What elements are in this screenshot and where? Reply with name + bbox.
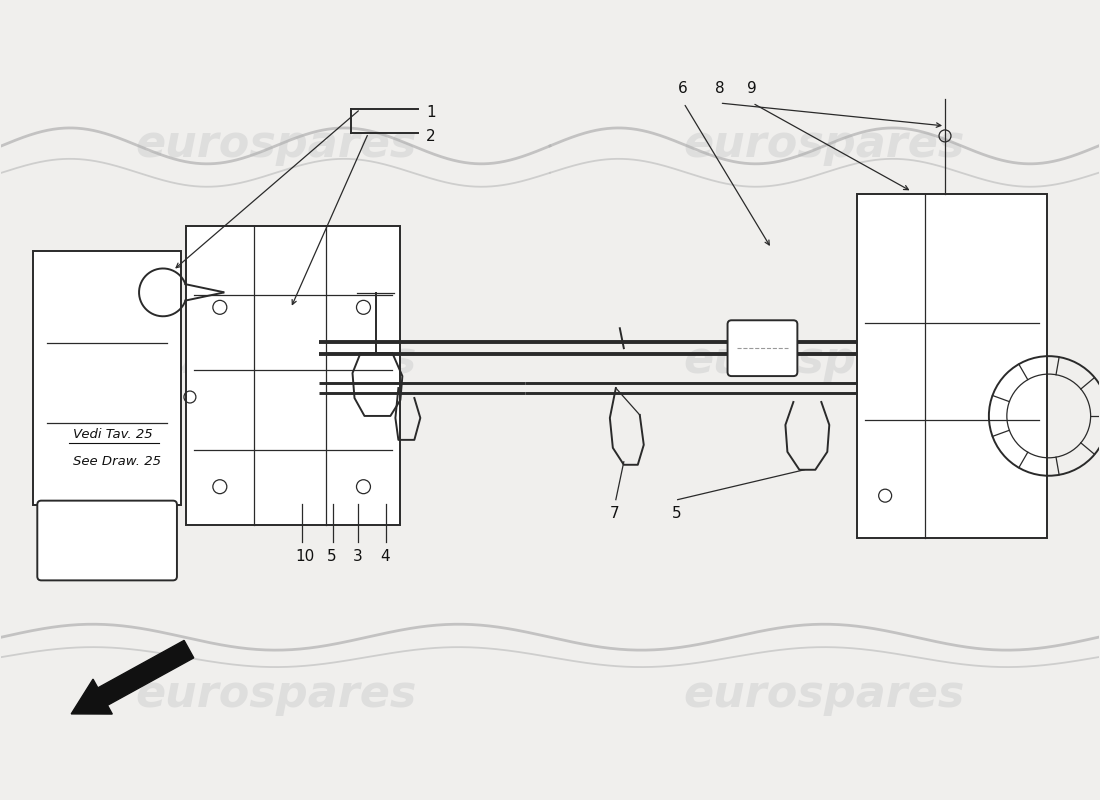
Text: See Draw. 25: See Draw. 25	[74, 454, 162, 468]
FancyArrow shape	[72, 641, 194, 714]
Bar	[857, 194, 1047, 538]
Text: eurospares: eurospares	[135, 338, 417, 382]
FancyBboxPatch shape	[727, 320, 798, 376]
Bar	[186, 226, 400, 525]
Text: 8: 8	[715, 81, 724, 96]
Text: Vedi Tav. 25: Vedi Tav. 25	[74, 428, 153, 441]
Text: 5: 5	[327, 550, 337, 565]
Text: 5: 5	[672, 506, 681, 521]
Bar	[33, 250, 180, 505]
Text: 3: 3	[352, 550, 362, 565]
Text: 2: 2	[427, 129, 436, 144]
Text: 1: 1	[427, 105, 436, 120]
Text: 10: 10	[296, 550, 315, 565]
Text: 4: 4	[381, 550, 390, 565]
Text: 6: 6	[678, 81, 688, 96]
Text: eurospares: eurospares	[135, 123, 417, 166]
FancyBboxPatch shape	[37, 501, 177, 580]
Text: eurospares: eurospares	[683, 123, 965, 166]
Text: 7: 7	[609, 506, 619, 521]
Text: eurospares: eurospares	[135, 674, 417, 717]
Text: eurospares: eurospares	[683, 338, 965, 382]
Text: eurospares: eurospares	[683, 674, 965, 717]
Text: 9: 9	[748, 81, 757, 96]
